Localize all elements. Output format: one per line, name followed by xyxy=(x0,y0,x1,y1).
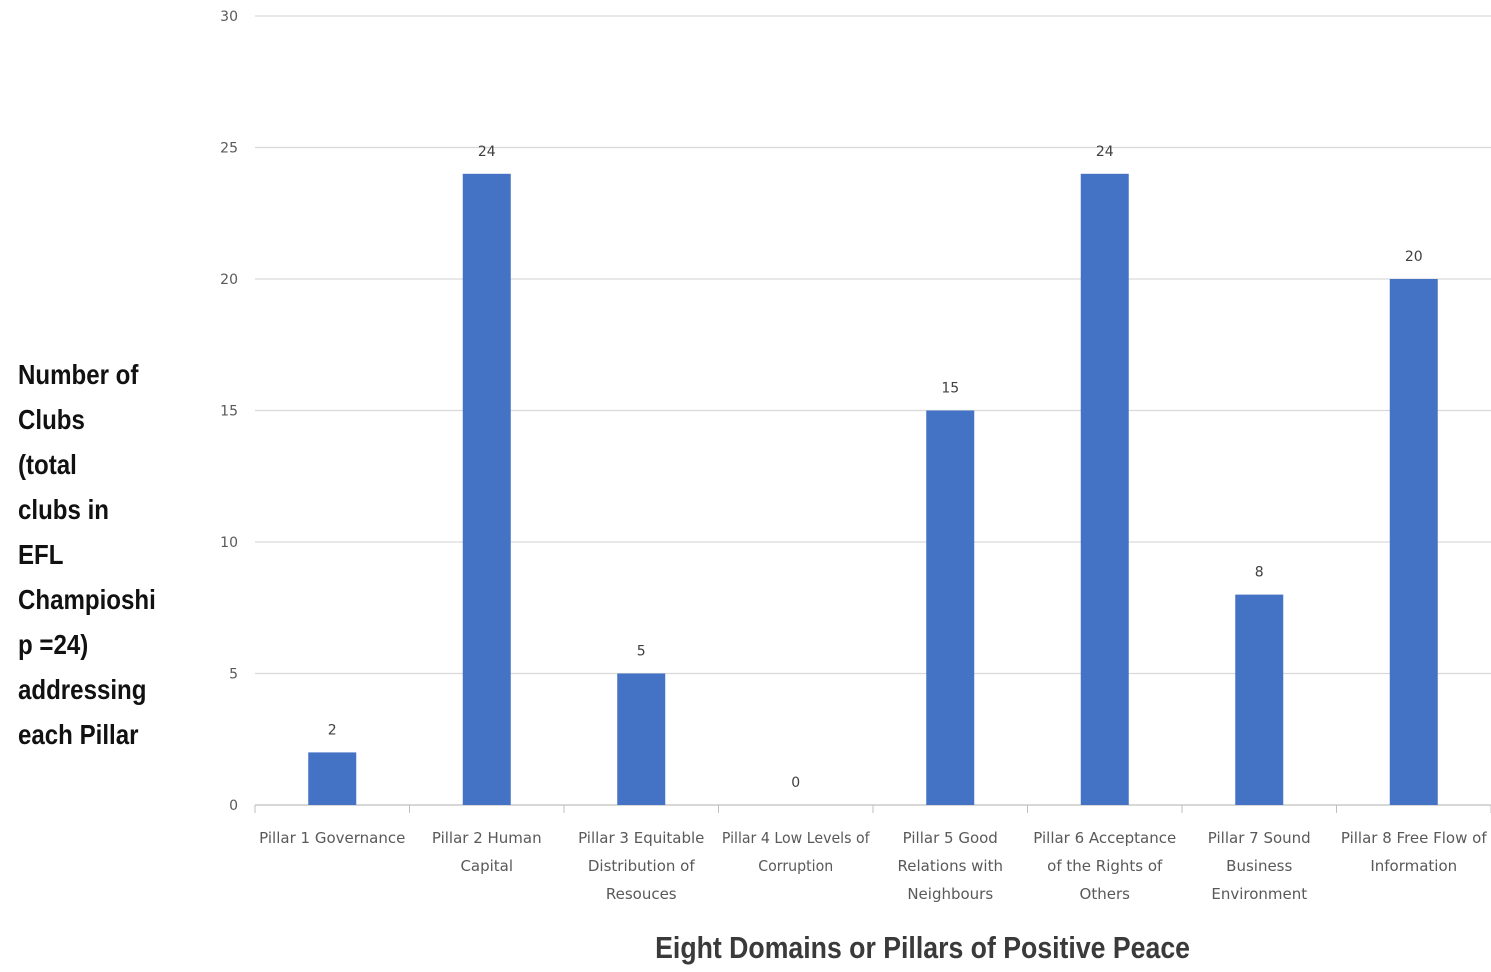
y-tick-label: 25 xyxy=(220,141,238,157)
x-tick-label: Pillar 4 Low Levels of Corruption xyxy=(722,830,871,875)
x-tick-label-line: Pillar 8 Free Flow of xyxy=(1341,829,1487,847)
x-tick-label-line: Pillar 4 Low Levels of xyxy=(722,830,871,847)
bar xyxy=(1080,173,1129,806)
data-label: 20 xyxy=(1405,249,1423,265)
bar xyxy=(308,752,357,805)
x-tick-label: Pillar 7 Sound Business Environment xyxy=(1208,829,1311,903)
bar xyxy=(617,673,666,805)
y-axis-label: Number of Clubs (total clubs in EFL Cham… xyxy=(18,359,156,750)
y-tick-label: 0 xyxy=(229,798,238,814)
x-tick-label-line: Pillar 5 Good xyxy=(903,829,998,847)
data-label: 15 xyxy=(941,381,959,397)
x-tick-label: Pillar 1 Governance xyxy=(259,829,405,847)
x-tick-label-line: Neighbours xyxy=(907,885,993,903)
bar xyxy=(462,173,511,806)
data-label: 5 xyxy=(637,644,646,660)
data-label: 0 xyxy=(791,775,800,791)
data-label: 24 xyxy=(1096,144,1114,160)
x-tick-label: Pillar 6 Acceptance of the Rights of Other… xyxy=(1033,829,1176,903)
x-tick-label-line: Environment xyxy=(1211,885,1307,903)
x-tick-label-line: Others xyxy=(1080,885,1131,903)
y-tick-label: 20 xyxy=(220,272,238,288)
y-tick-label: 30 xyxy=(220,9,238,25)
data-label: 8 xyxy=(1255,565,1264,581)
x-tick-label-line: Pillar 7 Sound xyxy=(1208,829,1311,847)
x-tick-label-line: Corruption xyxy=(758,858,833,875)
x-tick-label: Pillar 8 Free Flow of Information xyxy=(1341,829,1487,875)
x-tick-label: Pillar 5 Good Relations with Neighbours xyxy=(898,829,1003,903)
x-tick-label-line: Distribution of xyxy=(588,857,695,875)
x-tick-label-line: Capital xyxy=(460,857,513,875)
x-tick-label-line: Pillar 3 Equitable xyxy=(578,829,704,847)
bar xyxy=(926,410,975,805)
bar xyxy=(1235,594,1284,805)
x-axis-label: Eight Domains or Pillars of Positive Pea… xyxy=(655,930,1191,965)
x-tick-label: Pillar 3 Equitable Distribution of Resouce… xyxy=(578,829,704,903)
data-label: 2 xyxy=(328,722,337,738)
x-tick-label-line: of the Rights of xyxy=(1047,857,1163,875)
x-tick-label-line: Pillar 2 Human xyxy=(432,829,542,847)
x-tick-label-line: Information xyxy=(1370,857,1457,875)
x-tick-label: Pillar 2 Human Capital xyxy=(432,829,542,875)
y-tick-label: 10 xyxy=(220,535,238,551)
x-tick-label-line: Business xyxy=(1226,857,1292,875)
bar xyxy=(1389,279,1438,805)
x-tick-label-line: Resouces xyxy=(606,885,677,903)
data-label: 24 xyxy=(478,144,496,160)
x-tick-label-line: Relations with xyxy=(898,857,1003,875)
x-tick-label-line: Pillar 6 Acceptance xyxy=(1033,829,1176,847)
y-tick-label: 5 xyxy=(229,667,238,683)
x-tick-label-line: Pillar 1 Governance xyxy=(259,829,405,847)
y-tick-label: 15 xyxy=(220,404,238,420)
